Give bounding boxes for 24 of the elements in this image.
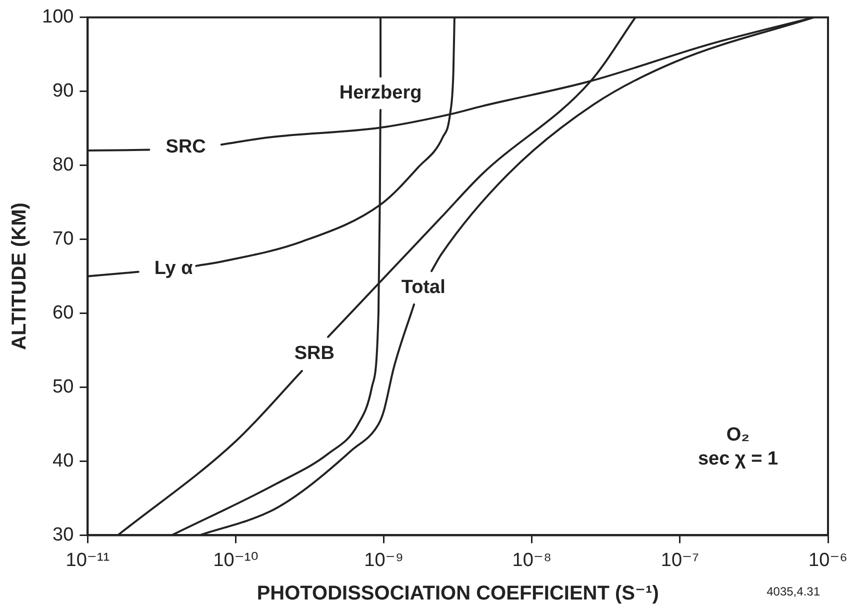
x-axis-title: PHOTODISSOCIATION COEFFICIENT (S⁻¹) <box>256 582 659 605</box>
x-tick-label: 10⁻¹⁰ <box>213 550 258 571</box>
x-tick-label: 10⁻⁹ <box>364 550 404 571</box>
y-tick-label: 50 <box>52 376 74 398</box>
series-label: Herzberg <box>339 82 422 104</box>
series-label: SRC <box>166 136 206 158</box>
y-tick-label: 60 <box>52 302 74 324</box>
y-tick-label: 90 <box>52 80 74 102</box>
annotation: O₂ <box>726 424 750 446</box>
y-tick-label: 30 <box>52 524 74 546</box>
x-tick-label: 10⁻⁷ <box>660 550 700 571</box>
x-tick-label: 10⁻¹¹ <box>66 550 110 571</box>
annotation: sec χ = 1 <box>698 448 778 470</box>
y-tick-label: 100 <box>42 6 74 28</box>
series-label: Total <box>401 277 446 298</box>
y-axis-title: ALTITUDE (KM) <box>8 202 31 350</box>
text: 4035,4.31 <box>766 584 820 598</box>
x-tick-label: 10⁻⁸ <box>512 550 552 571</box>
series-label: Ly α <box>154 258 194 280</box>
y-tick-label: 80 <box>52 154 74 176</box>
x-tick-label: 10⁻⁶ <box>808 550 848 571</box>
y-tick-label: 70 <box>52 228 74 250</box>
series-label: SRB <box>294 343 335 364</box>
y-tick-label: 40 <box>52 450 74 472</box>
